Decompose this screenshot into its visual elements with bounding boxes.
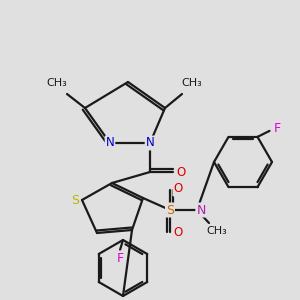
Text: N: N bbox=[196, 203, 206, 217]
Text: N: N bbox=[146, 136, 154, 149]
Text: CH₃: CH₃ bbox=[46, 78, 68, 88]
Text: O: O bbox=[173, 182, 183, 196]
Text: O: O bbox=[173, 226, 183, 239]
Text: CH₃: CH₃ bbox=[207, 226, 227, 236]
Text: S: S bbox=[71, 194, 79, 208]
Text: N: N bbox=[106, 136, 114, 149]
Text: O: O bbox=[176, 166, 186, 178]
Text: F: F bbox=[274, 122, 281, 135]
Text: CH₃: CH₃ bbox=[182, 78, 203, 88]
Text: S: S bbox=[166, 203, 174, 217]
Text: F: F bbox=[116, 251, 124, 265]
